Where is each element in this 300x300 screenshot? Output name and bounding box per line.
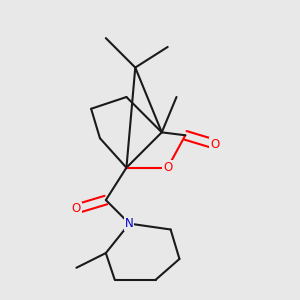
Text: O: O bbox=[163, 161, 172, 174]
Text: O: O bbox=[72, 202, 81, 215]
Text: O: O bbox=[210, 138, 219, 151]
Text: N: N bbox=[125, 217, 134, 230]
